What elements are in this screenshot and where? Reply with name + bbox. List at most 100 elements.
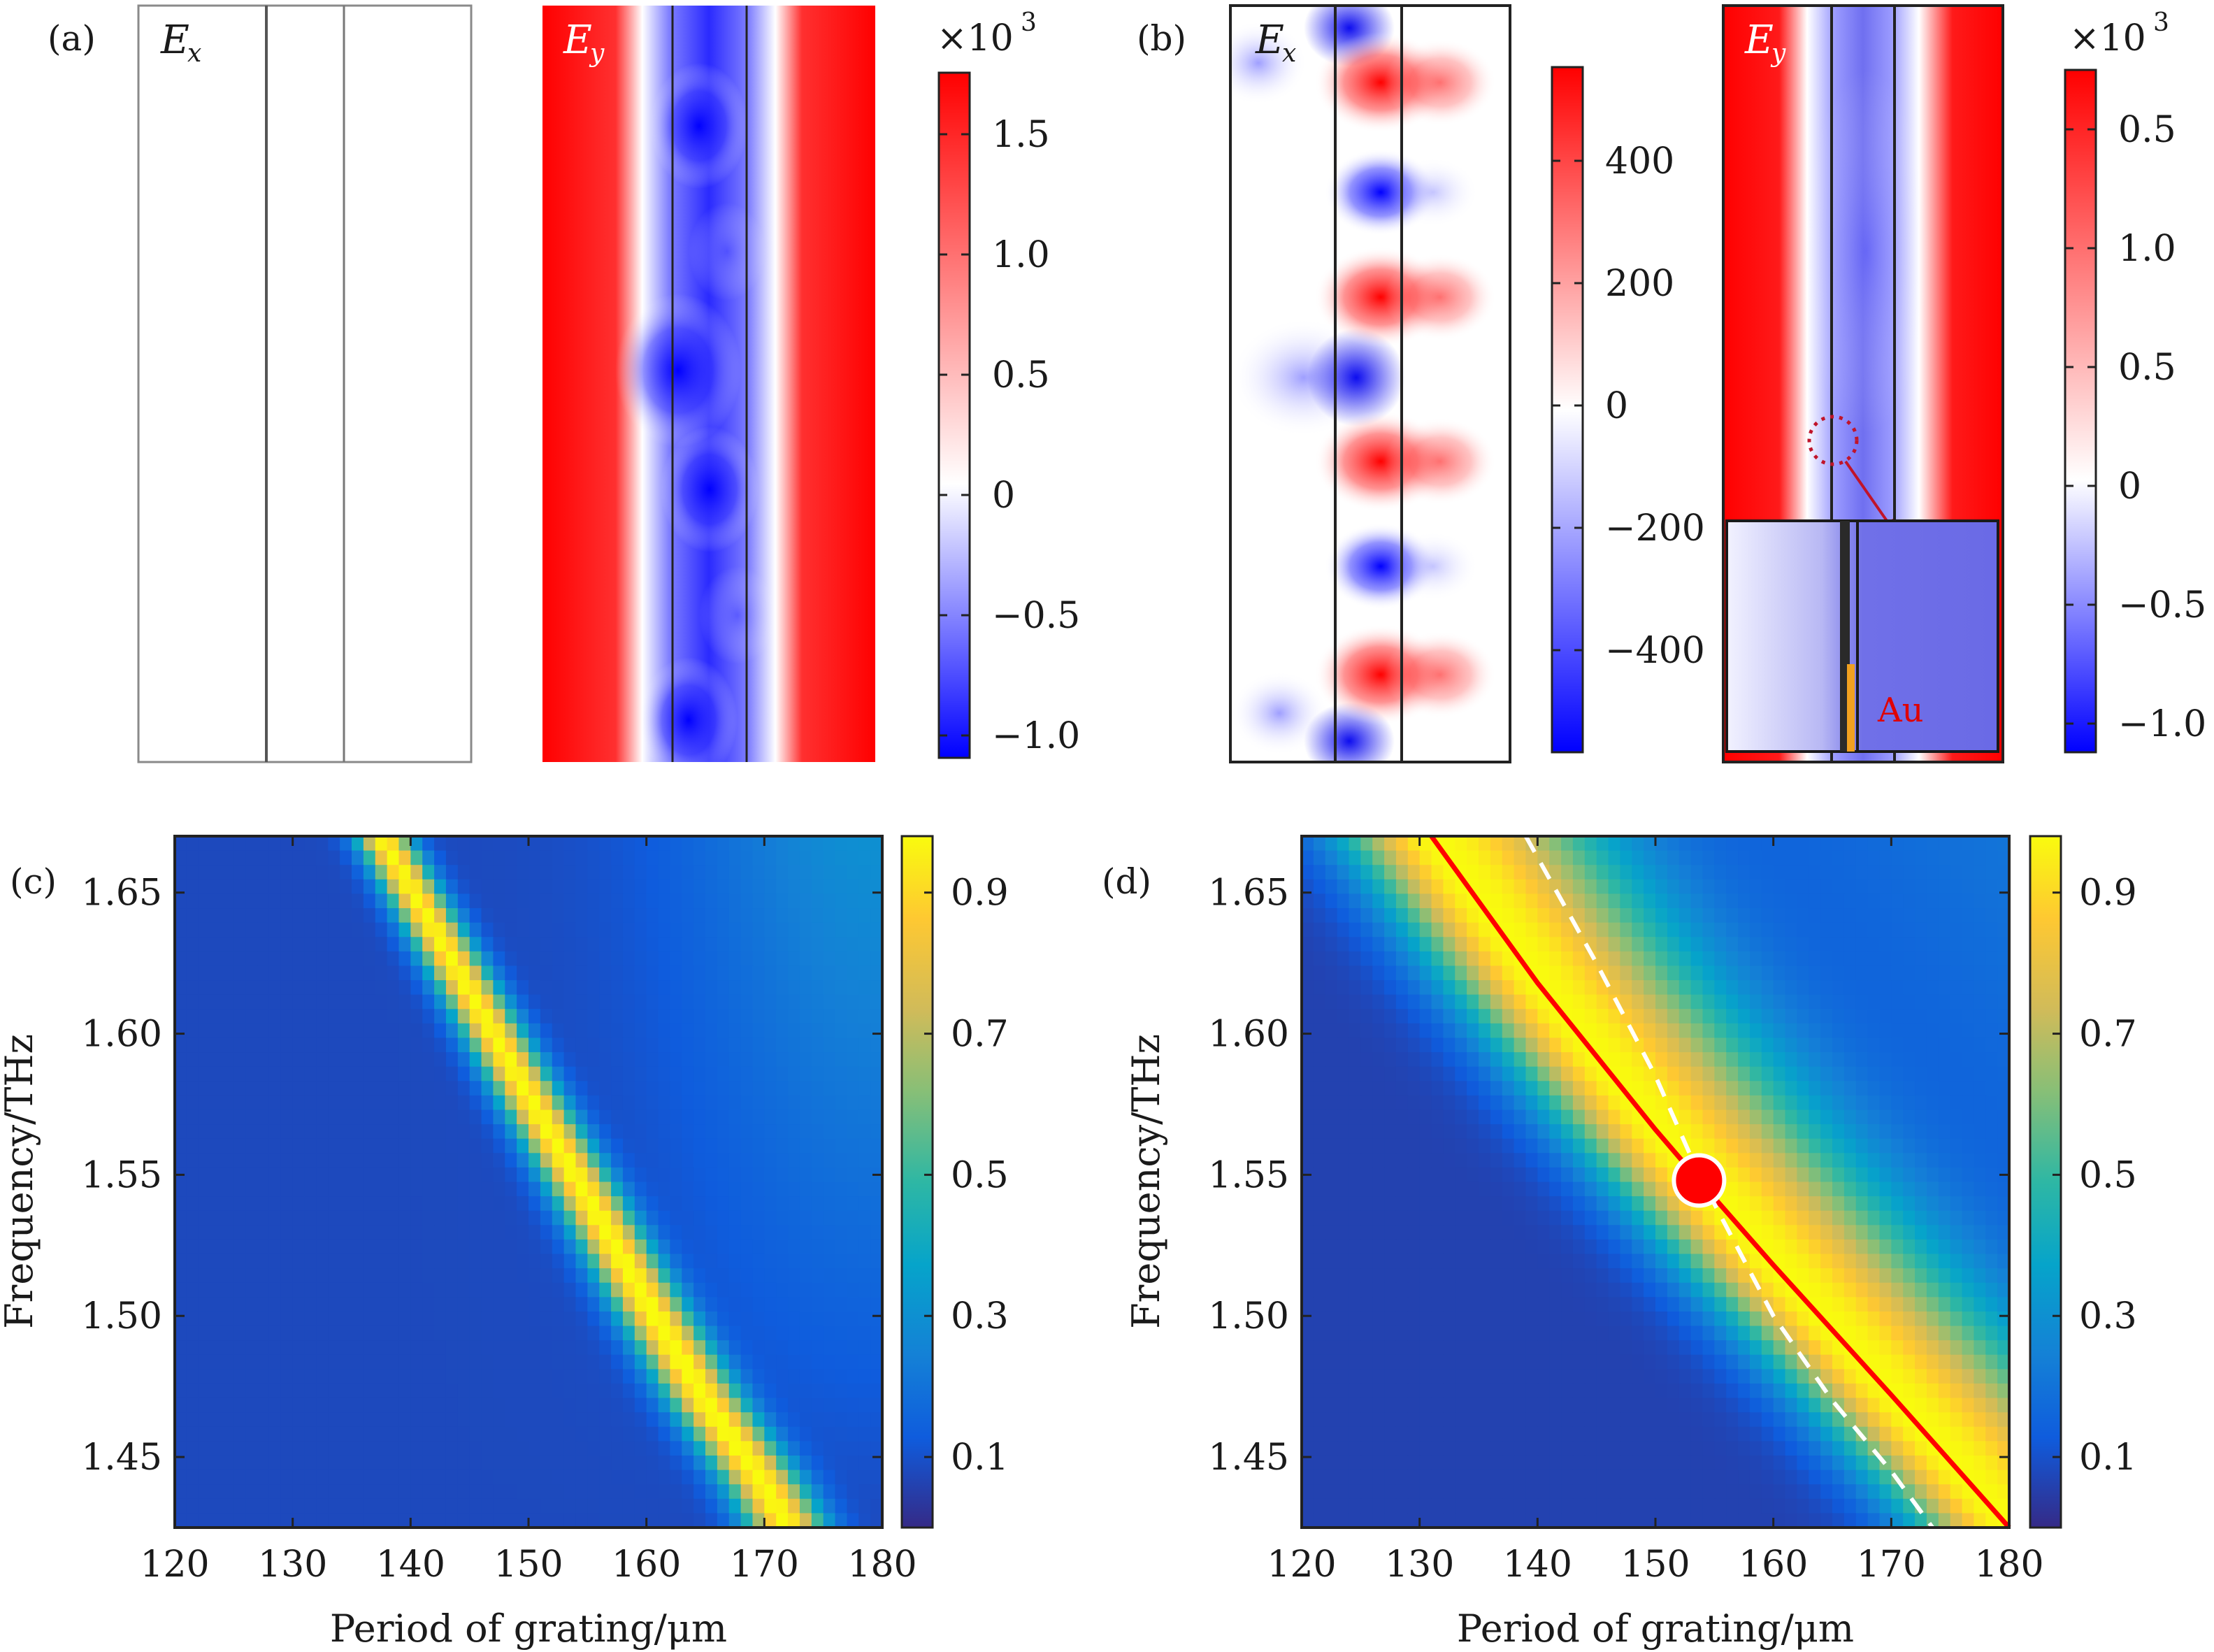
heatmap-cell bbox=[1938, 951, 1951, 967]
heatmap-cell bbox=[717, 1326, 730, 1341]
heatmap-cell bbox=[1867, 1052, 1881, 1068]
heatmap-cell bbox=[658, 1412, 671, 1428]
heatmap-cell bbox=[599, 1239, 612, 1255]
heatmap-cell bbox=[563, 1326, 577, 1341]
heatmap-cell bbox=[693, 1383, 706, 1399]
heatmap-cell bbox=[387, 1181, 400, 1197]
heatmap-cell bbox=[445, 836, 459, 852]
heatmap-cell bbox=[540, 836, 553, 852]
heatmap-cell bbox=[268, 1340, 282, 1356]
heatmap-cell bbox=[1974, 1282, 1987, 1298]
heatmap-cell bbox=[1584, 1181, 1597, 1197]
heatmap-cell bbox=[682, 922, 694, 938]
heatmap-cell bbox=[517, 1225, 529, 1240]
heatmap-cell bbox=[1384, 1066, 1397, 1082]
heatmap-cell bbox=[1926, 1052, 1939, 1068]
heatmap-cell bbox=[693, 1297, 706, 1312]
heatmap-cell bbox=[728, 1081, 742, 1096]
heatmap-cell bbox=[599, 994, 612, 1010]
heatmap-cell bbox=[1891, 1138, 1904, 1154]
heatmap-cell bbox=[1525, 1052, 1539, 1068]
heatmap-cell bbox=[1549, 1196, 1562, 1212]
heatmap-cell bbox=[1407, 980, 1421, 996]
heatmap-cell bbox=[705, 1441, 718, 1456]
heatmap-cell bbox=[422, 1153, 435, 1168]
heatmap-cell bbox=[292, 1210, 305, 1226]
heatmap-cell bbox=[1479, 1239, 1491, 1255]
heatmap-cell bbox=[198, 1426, 211, 1442]
heatmap-cell bbox=[858, 1066, 871, 1082]
heatmap-cell bbox=[505, 1354, 517, 1370]
heatmap-cell bbox=[1820, 865, 1833, 880]
heatmap-cell bbox=[717, 1095, 730, 1111]
heatmap-cell bbox=[1325, 836, 1338, 852]
heatmap-cell bbox=[1302, 1282, 1314, 1298]
heatmap-cell bbox=[776, 1138, 789, 1154]
heatmap-cell bbox=[776, 1484, 789, 1500]
heatmap-cell bbox=[693, 1210, 706, 1226]
heatmap-cell bbox=[563, 893, 577, 909]
panel-d: (d) 120 130 140 150 160 170 1801.451.501.551.6… bbox=[1102, 834, 2137, 1651]
heatmap-cell bbox=[728, 937, 742, 952]
heatmap-cell bbox=[292, 1383, 305, 1399]
heatmap-cell bbox=[1502, 994, 1515, 1010]
heatmap-cell bbox=[1525, 1138, 1539, 1154]
heatmap-cell bbox=[858, 1412, 871, 1428]
heatmap-cell bbox=[434, 1498, 447, 1514]
heatmap-cell bbox=[847, 1268, 860, 1284]
heatmap-cell bbox=[1337, 1138, 1350, 1154]
heatmap-cell bbox=[1879, 1225, 1892, 1240]
heatmap-cell bbox=[1714, 1095, 1727, 1111]
heatmap-cell bbox=[575, 994, 589, 1010]
heatmap-cell bbox=[1761, 850, 1774, 865]
heatmap-cell bbox=[375, 1412, 388, 1428]
heatmap-cell bbox=[835, 1498, 848, 1514]
heatmap-cell bbox=[658, 980, 671, 996]
heatmap-cell bbox=[1384, 1109, 1397, 1125]
heatmap-cell bbox=[469, 1326, 482, 1341]
heatmap-cell bbox=[434, 1441, 447, 1456]
heatmap-cell bbox=[1419, 965, 1432, 981]
heatmap-cell bbox=[245, 1282, 258, 1298]
panel-a-scale-exp: 3 bbox=[1021, 8, 1037, 37]
heatmap-cell bbox=[422, 1023, 435, 1039]
heatmap-cell bbox=[575, 908, 589, 924]
heatmap-cell bbox=[198, 1311, 211, 1327]
heatmap-cell bbox=[575, 1225, 589, 1240]
heatmap-cell bbox=[1879, 879, 1892, 895]
heatmap-cell bbox=[847, 1340, 860, 1356]
heatmap-cell bbox=[1809, 1254, 1821, 1269]
heatmap-cell bbox=[1419, 1268, 1432, 1284]
heatmap-cell bbox=[858, 1326, 871, 1341]
heatmap-cell bbox=[682, 1369, 694, 1384]
heatmap-cell bbox=[847, 1052, 860, 1068]
heatmap-cell bbox=[682, 1282, 694, 1298]
heatmap-cell bbox=[1903, 1153, 1915, 1168]
heatmap-cell bbox=[1525, 850, 1539, 865]
heatmap-cell bbox=[1809, 1009, 1821, 1024]
heatmap-cell bbox=[575, 1009, 589, 1024]
heatmap-cell bbox=[1773, 1167, 1786, 1183]
heatmap-cell bbox=[693, 1081, 706, 1096]
heatmap-cell bbox=[175, 1383, 187, 1399]
heatmap-cell bbox=[540, 1196, 553, 1212]
heatmap-cell bbox=[1702, 951, 1716, 967]
heatmap-cell bbox=[316, 1023, 329, 1039]
heatmap-cell bbox=[705, 1196, 718, 1212]
heatmap-cell bbox=[1467, 1009, 1479, 1024]
heatmap-cell bbox=[634, 908, 647, 924]
heatmap-cell bbox=[1832, 922, 1845, 938]
heatmap-cell bbox=[705, 1225, 718, 1240]
heatmap-cell bbox=[1903, 1109, 1915, 1125]
heatmap-cell bbox=[493, 1412, 506, 1428]
heatmap-cell bbox=[434, 1455, 447, 1471]
heatmap-cell bbox=[540, 1124, 553, 1140]
heatmap-cell bbox=[210, 1311, 223, 1327]
heatmap-cell bbox=[422, 1167, 435, 1183]
heatmap-cell bbox=[1632, 1081, 1644, 1096]
heatmap-cell bbox=[222, 1340, 235, 1356]
heatmap-cell bbox=[198, 1138, 211, 1154]
heatmap-cell bbox=[1632, 951, 1644, 967]
heatmap-cell bbox=[1843, 937, 1857, 952]
heatmap-cell bbox=[682, 994, 694, 1010]
